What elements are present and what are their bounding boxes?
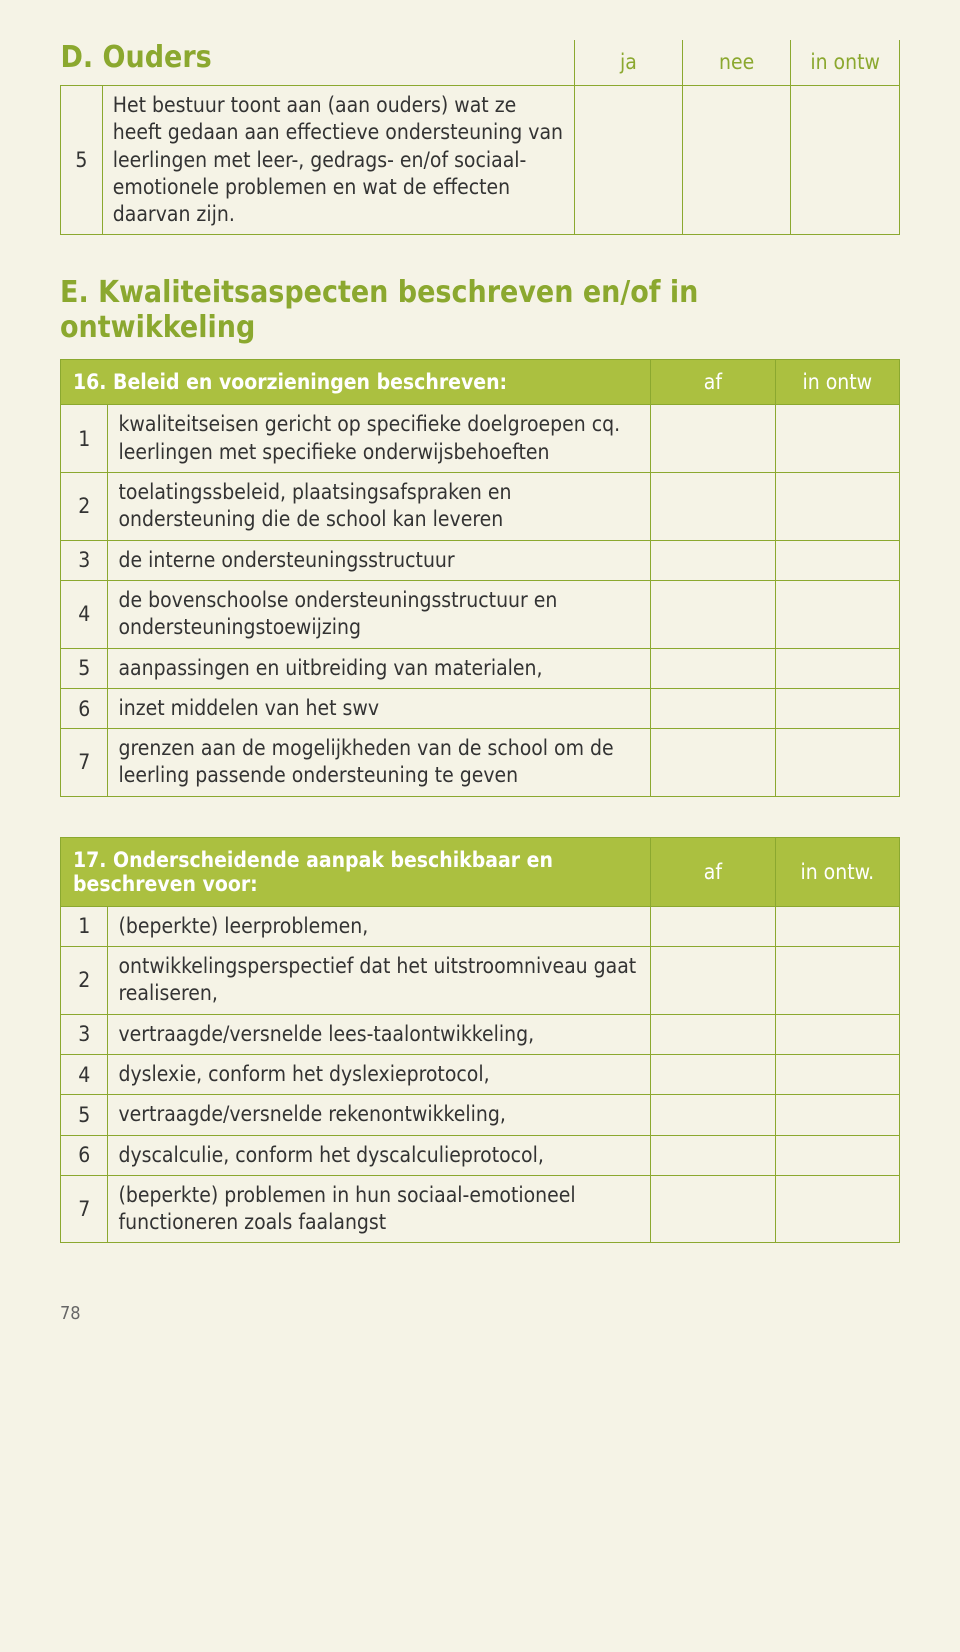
table-row: 4dyslexie, conform het dyslexieprotocol,: [61, 1054, 900, 1094]
table-16: 16. Beleid en voorzieningen beschreven: …: [60, 359, 900, 796]
section-e-title: E. Kwaliteitsaspecten beschreven en/of i…: [60, 275, 900, 345]
table-16-header-text: 16. Beleid en voorzieningen beschreven:: [61, 360, 651, 405]
col-inontw-head: in ontw: [775, 360, 899, 405]
cell-af[interactable]: [651, 1135, 775, 1175]
col-inontw-head: in ontw.: [775, 837, 899, 906]
cell-ja[interactable]: [574, 86, 682, 235]
cell-inontw[interactable]: [775, 540, 899, 580]
cell-af[interactable]: [651, 1095, 775, 1135]
cell-inontw[interactable]: [775, 1054, 899, 1094]
row-text: vertraagde/versnelde lees-taalontwikkeli…: [108, 1014, 651, 1054]
row-text: vertraagde/versnelde rekenontwikkeling,: [108, 1095, 651, 1135]
section-d-title: D. Ouders: [61, 40, 574, 75]
row-text: dyslexie, conform het dyslexieprotocol,: [108, 1054, 651, 1094]
row-number: 7: [61, 1175, 108, 1243]
row-text: dyscalculie, conform het dyscalculieprot…: [108, 1135, 651, 1175]
table-row: 1(beperkte) leerproblemen,: [61, 906, 900, 946]
table-row: 3vertraagde/versnelde lees-taalontwikkel…: [61, 1014, 900, 1054]
cell-inontw[interactable]: [775, 1014, 899, 1054]
row-number: 1: [61, 405, 108, 473]
table-17-header: 17. Onderscheidende aanpak beschikbaar e…: [61, 837, 900, 906]
row-text: grenzen aan de mogelijkheden van de scho…: [108, 729, 651, 797]
cell-af[interactable]: [651, 688, 775, 728]
cell-inontw[interactable]: [775, 1095, 899, 1135]
cell-nee[interactable]: [682, 86, 790, 235]
cell-inontw[interactable]: [775, 688, 899, 728]
cell-af[interactable]: [651, 648, 775, 688]
cell-inontw[interactable]: [775, 648, 899, 688]
cell-af[interactable]: [651, 473, 775, 541]
row-number: 5: [61, 86, 103, 235]
cell-af[interactable]: [651, 1054, 775, 1094]
cell-inontw[interactable]: [775, 580, 899, 648]
row-number: 4: [61, 1054, 108, 1094]
table-row: 7(beperkte) problemen in hun sociaal-emo…: [61, 1175, 900, 1243]
row-text: (beperkte) leerproblemen,: [108, 906, 651, 946]
row-number: 3: [61, 540, 108, 580]
table-row: 6dyscalculie, conform het dyscalculiepro…: [61, 1135, 900, 1175]
table-row: 6inzet middelen van het swv: [61, 688, 900, 728]
row-number: 5: [61, 1095, 108, 1135]
cell-af[interactable]: [651, 729, 775, 797]
row-text: (beperkte) problemen in hun sociaal-emot…: [108, 1175, 651, 1243]
row-text: inzet middelen van het swv: [108, 688, 651, 728]
table-16-header: 16. Beleid en voorzieningen beschreven: …: [61, 360, 900, 405]
table-row: 2ontwikkelingsperspectief dat het uitstr…: [61, 947, 900, 1015]
row-text: toelatingssbeleid, plaatsingsafspraken e…: [108, 473, 651, 541]
table-row: 1kwaliteitseisen gericht op specifieke d…: [61, 405, 900, 473]
col-ja-head: ja: [574, 40, 682, 86]
cell-inontw[interactable]: [775, 1175, 899, 1243]
row-text: kwaliteitseisen gericht op specifieke do…: [108, 405, 651, 473]
row-number: 6: [61, 1135, 108, 1175]
col-nee-head: nee: [682, 40, 790, 86]
row-text: Het bestuur toont aan (aan ouders) wat z…: [102, 86, 574, 235]
row-text: de interne ondersteuningsstructuur: [108, 540, 651, 580]
table-row: 4de bovenschoolse ondersteuningsstructuu…: [61, 580, 900, 648]
row-number: 1: [61, 906, 108, 946]
cell-inontw[interactable]: [775, 947, 899, 1015]
table-17-header-text: 17. Onderscheidende aanpak beschikbaar e…: [61, 837, 651, 906]
col-af-head: af: [651, 360, 775, 405]
row-text: de bovenschoolse ondersteuningsstructuur…: [108, 580, 651, 648]
page-number: 78: [60, 1303, 900, 1324]
cell-af[interactable]: [651, 947, 775, 1015]
table-row: 5aanpassingen en uitbreiding van materia…: [61, 648, 900, 688]
cell-inontw[interactable]: [775, 1135, 899, 1175]
row-number: 6: [61, 688, 108, 728]
table-row: 5vertraagde/versnelde rekenontwikkeling,: [61, 1095, 900, 1135]
row-number: 4: [61, 580, 108, 648]
table-row: 3de interne ondersteuningsstructuur: [61, 540, 900, 580]
col-inontw-head: in ontw: [791, 40, 900, 86]
row-text: ontwikkelingsperspectief dat het uitstro…: [108, 947, 651, 1015]
cell-inontw[interactable]: [775, 473, 899, 541]
cell-inontw[interactable]: [775, 906, 899, 946]
row-number: 2: [61, 947, 108, 1015]
row-number: 7: [61, 729, 108, 797]
cell-inontw[interactable]: [791, 86, 900, 235]
col-af-head: af: [651, 837, 775, 906]
table-row: 2toelatingssbeleid, plaatsingsafspraken …: [61, 473, 900, 541]
table-17: 17. Onderscheidende aanpak beschikbaar e…: [60, 837, 900, 1244]
cell-af[interactable]: [651, 1014, 775, 1054]
row-number: 3: [61, 1014, 108, 1054]
cell-af[interactable]: [651, 580, 775, 648]
row-number: 2: [61, 473, 108, 541]
cell-af[interactable]: [651, 405, 775, 473]
cell-inontw[interactable]: [775, 729, 899, 797]
cell-af[interactable]: [651, 540, 775, 580]
table-section-d: D. Ouders ja nee in ontw 5 Het bestuur t…: [60, 40, 900, 235]
cell-inontw[interactable]: [775, 405, 899, 473]
table-row: 7grenzen aan de mogelijkheden van de sch…: [61, 729, 900, 797]
row-number: 5: [61, 648, 108, 688]
cell-af[interactable]: [651, 906, 775, 946]
row-text: aanpassingen en uitbreiding van material…: [108, 648, 651, 688]
table-row: 5 Het bestuur toont aan (aan ouders) wat…: [61, 86, 900, 235]
cell-af[interactable]: [651, 1175, 775, 1243]
